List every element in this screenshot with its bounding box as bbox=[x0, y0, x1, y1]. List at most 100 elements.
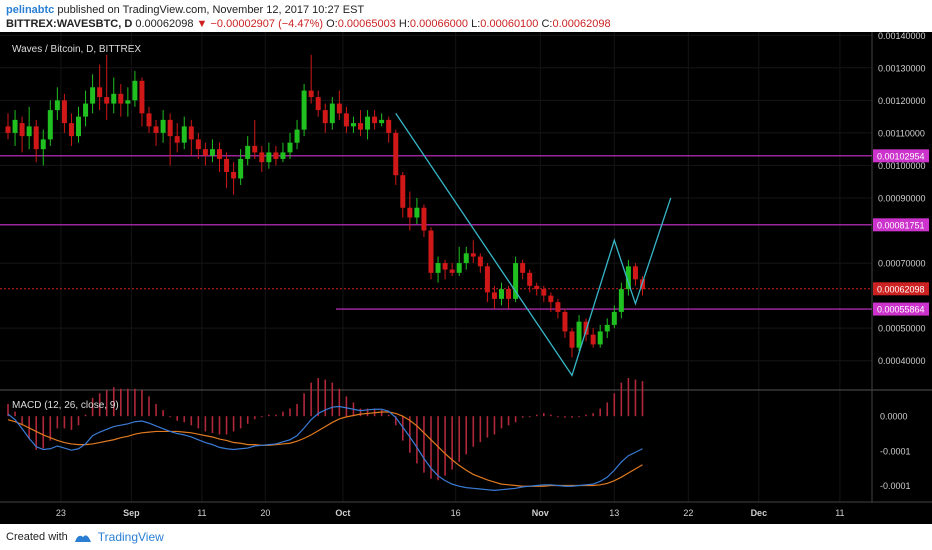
candle-body bbox=[541, 289, 547, 296]
candle-body bbox=[167, 119, 173, 137]
tradingview-logo-icon bbox=[74, 535, 91, 542]
candle-body bbox=[456, 263, 462, 273]
macd-hist-bar bbox=[535, 414, 538, 417]
price-tick-label: 0.00050000 bbox=[878, 324, 926, 334]
candle-body bbox=[273, 152, 279, 159]
candle-body bbox=[308, 90, 314, 98]
macd-hist-bar bbox=[387, 414, 390, 417]
close-label: C: bbox=[541, 18, 553, 30]
chart-canvas[interactable]: 0.00140000 0.00130000 0.00120000 0.00110000… bbox=[0, 32, 932, 524]
macd-hist-bar bbox=[112, 387, 115, 417]
macd-hist-bar bbox=[42, 416, 45, 449]
candle-body bbox=[252, 145, 258, 153]
candle-body bbox=[146, 113, 152, 127]
macd-hist-bar bbox=[225, 416, 228, 435]
footer: Created with TradingView bbox=[6, 530, 164, 544]
macd-hist-bar bbox=[641, 381, 644, 417]
candle-body bbox=[618, 289, 624, 312]
price-tick-label: 0.00040000 bbox=[878, 356, 926, 366]
macd-hist-bar bbox=[35, 416, 37, 450]
created-with-text: Created with bbox=[6, 531, 68, 543]
macd-hist-bar bbox=[571, 416, 573, 418]
macd-hist-bar bbox=[479, 416, 482, 443]
macd-hist-bar bbox=[91, 397, 94, 417]
macd-hist-bar bbox=[458, 416, 460, 462]
candle-body bbox=[358, 123, 363, 130]
macd-hist-bar bbox=[394, 416, 397, 426]
author-link[interactable]: pelinabtc bbox=[6, 4, 55, 16]
macd-hist-bar bbox=[430, 416, 432, 479]
last-price-label: 0.00062098 bbox=[877, 284, 925, 294]
candle-body bbox=[343, 113, 349, 127]
macd-hist-bar bbox=[627, 378, 630, 417]
candle-body bbox=[104, 97, 110, 104]
tradingview-brand[interactable]: TradingView bbox=[97, 530, 164, 544]
time-tick-label: 23 bbox=[56, 508, 66, 518]
candle-body bbox=[506, 289, 512, 299]
macd-hist-bar bbox=[472, 416, 475, 447]
macd-hist-bar bbox=[246, 416, 249, 424]
macd-hist-bar bbox=[324, 379, 327, 417]
macd-hist-bar bbox=[366, 408, 369, 417]
candle-body bbox=[188, 126, 194, 140]
candle-body bbox=[393, 132, 399, 176]
macd-hist-bar bbox=[359, 408, 362, 417]
candle-body bbox=[294, 129, 300, 143]
candle-body bbox=[195, 139, 201, 150]
candle-body bbox=[40, 139, 46, 150]
macd-hist-bar bbox=[416, 416, 418, 464]
candle-body bbox=[224, 158, 230, 172]
candle-body bbox=[555, 302, 561, 312]
candle-body bbox=[287, 142, 293, 153]
candle-body bbox=[336, 103, 342, 114]
candle-body bbox=[625, 266, 631, 290]
macd-hist-bar bbox=[218, 416, 221, 435]
macd-hist-bar bbox=[578, 416, 580, 418]
macd-hist-bar bbox=[141, 390, 143, 417]
macd-hist-bar bbox=[183, 416, 186, 423]
price-tick-label: 0.00100000 bbox=[878, 161, 926, 171]
macd-hist-bar bbox=[402, 416, 404, 441]
candle-body bbox=[245, 145, 251, 159]
pattern-polyline[interactable] bbox=[395, 113, 672, 377]
candle-body bbox=[484, 266, 490, 293]
level-price-tag bbox=[873, 149, 929, 163]
macd-hist-bar bbox=[550, 414, 552, 417]
candle-body bbox=[597, 331, 603, 345]
macd-hist-bar bbox=[557, 416, 559, 418]
candle-body bbox=[632, 266, 638, 280]
pattern-lines bbox=[395, 113, 672, 377]
price-change: −0.00002907 (−4.47%) bbox=[210, 18, 324, 30]
candle-body bbox=[266, 152, 272, 163]
macd-hist-bar bbox=[317, 378, 319, 417]
macd-hist-bar bbox=[423, 416, 425, 473]
candle-body bbox=[449, 269, 455, 273]
candle-body bbox=[548, 295, 554, 303]
macd-hist-bar bbox=[70, 416, 73, 430]
macd-hist-bar bbox=[232, 416, 235, 432]
candle-body bbox=[26, 126, 32, 137]
macd-hist-bar bbox=[63, 416, 66, 429]
level-price-label: 0.00102954 bbox=[877, 151, 925, 161]
macd-lines bbox=[7, 405, 643, 491]
last-price-tag bbox=[873, 282, 929, 296]
macd-hist-bar bbox=[176, 416, 178, 421]
price-tick-label: 0.00090000 bbox=[878, 193, 926, 203]
time-tick-label: Nov bbox=[532, 508, 549, 518]
candle-body bbox=[5, 126, 11, 133]
candle-body bbox=[217, 149, 222, 159]
candle-body bbox=[238, 158, 244, 179]
candle-body bbox=[379, 119, 385, 124]
open-value: 0.00065003 bbox=[337, 18, 396, 30]
candle-body bbox=[83, 103, 89, 117]
macd-hist-bar bbox=[620, 382, 623, 417]
candle-body bbox=[61, 100, 67, 124]
macd-hist-bar bbox=[275, 414, 277, 417]
macd-hist-bar bbox=[486, 416, 489, 438]
low-value: 0.00060100 bbox=[480, 18, 539, 30]
level-price-tag bbox=[873, 302, 929, 316]
symbol-name: BITTREX:WAVESBTC, D bbox=[6, 18, 133, 30]
macd-hist-bar bbox=[105, 390, 108, 417]
macd-hist-bar bbox=[493, 416, 496, 435]
candle-body bbox=[202, 149, 208, 156]
